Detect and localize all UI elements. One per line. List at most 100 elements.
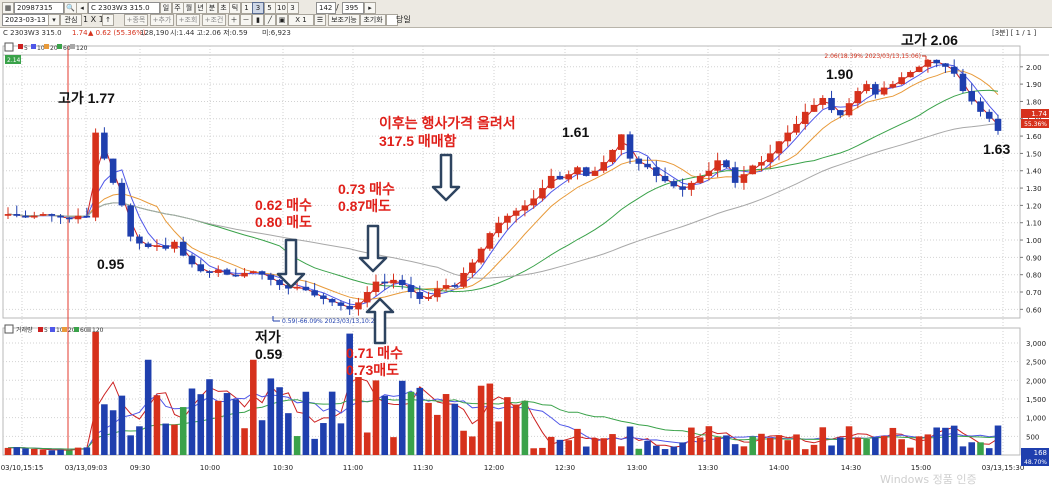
candle-body xyxy=(670,181,678,187)
info-ohlc: 시:1.44 고:2.06 저:0.59 xyxy=(170,29,248,37)
stock-chart[interactable]: 2.001.901.801.701.601.501.401.301.201.10… xyxy=(0,40,1052,485)
candle-body xyxy=(854,91,862,104)
legend-label: 10 xyxy=(37,45,45,52)
volume-bar xyxy=(775,435,783,455)
candle-body xyxy=(223,269,231,275)
candle-body xyxy=(477,248,485,263)
current-pct-badge xyxy=(1021,119,1049,128)
zoom-in-icon[interactable]: ＋ xyxy=(228,14,240,26)
period-button[interactable]: 일 xyxy=(160,2,172,14)
volume-bar xyxy=(416,387,424,455)
candle-body xyxy=(539,188,546,199)
volume-bar xyxy=(600,438,608,455)
volume-bar xyxy=(48,450,56,455)
up-icon[interactable]: ↑ xyxy=(102,14,114,26)
candle-body xyxy=(810,104,818,112)
legend-swatch xyxy=(57,44,62,49)
reset-button[interactable]: 초기화 xyxy=(360,14,386,26)
name-field[interactable]: C 2303W3 315.0 xyxy=(88,2,160,14)
time-tick-label: 11:30 xyxy=(413,464,433,472)
same-day-checkbox[interactable] xyxy=(386,14,398,26)
add-lookup-button[interactable]: +조회 xyxy=(176,14,200,26)
annotation-buy3-line1: 0.71 매수 xyxy=(346,345,403,361)
calendar-icon[interactable]: ▾ xyxy=(48,14,60,26)
period-button[interactable]: 년 xyxy=(194,2,207,14)
candle-body xyxy=(118,182,126,206)
period-button[interactable]: 주 xyxy=(171,2,184,14)
count-input[interactable]: 142 xyxy=(316,2,336,14)
add-extra-button[interactable]: +추가 xyxy=(150,14,174,26)
price-tick-label: 1.20 xyxy=(1026,202,1042,210)
zoom-out-icon[interactable]: － xyxy=(240,14,252,26)
annotation-buy2-line2: 0.87매도 xyxy=(338,198,392,214)
apply-icon[interactable]: ▸ xyxy=(364,2,376,14)
line-icon[interactable]: ╱ xyxy=(264,14,276,26)
period-button[interactable]: 분 xyxy=(206,2,218,14)
arrow-down-buy1-icon xyxy=(276,238,306,289)
volume-tick-label: 3,000 xyxy=(1026,340,1046,348)
volume-bar xyxy=(434,414,441,455)
grid-icon[interactable]: ▦ xyxy=(2,2,14,14)
code-input[interactable]: 20987315 xyxy=(14,2,64,14)
volume-bar xyxy=(530,448,537,455)
volume-bar xyxy=(258,420,266,455)
volume-bar xyxy=(188,388,196,455)
volume-bar xyxy=(469,436,476,455)
candle-body xyxy=(372,281,380,293)
volume-bar xyxy=(83,447,91,455)
candle-body xyxy=(600,162,608,171)
search-icon[interactable]: 🔍 xyxy=(64,2,77,14)
arrow-up-buy3-icon xyxy=(365,297,395,345)
candle-body xyxy=(48,214,56,216)
volume-bar xyxy=(933,427,940,455)
prev-icon[interactable]: ◂ xyxy=(76,2,88,14)
period-button[interactable]: 5 xyxy=(263,2,276,14)
volume-bar xyxy=(337,423,345,455)
price-pane-frame xyxy=(2,45,1021,319)
volume-bar xyxy=(810,444,818,455)
page-indicator: [3분] [ 1 / 1 ] xyxy=(992,29,1037,37)
candle-body xyxy=(731,167,739,183)
candle-body xyxy=(13,214,21,216)
volume-bar xyxy=(661,449,669,455)
windows-watermark: Windows 정품 인증 xyxy=(880,473,977,485)
volume-bar xyxy=(363,432,371,455)
candle-body xyxy=(188,255,196,265)
period-button[interactable]: 월 xyxy=(183,2,195,14)
add-stock-button[interactable]: +종목 xyxy=(124,14,148,26)
period-button[interactable]: 틱 xyxy=(229,2,241,14)
zoom-select[interactable]: X 1 xyxy=(288,14,314,26)
candle-body xyxy=(206,271,213,273)
candle-body xyxy=(407,285,415,293)
volume-bar xyxy=(591,438,599,455)
period-button[interactable]: 1 xyxy=(240,2,253,14)
period-button[interactable]: 초 xyxy=(217,2,230,14)
volume-bar xyxy=(968,442,976,455)
candle-body xyxy=(740,174,748,183)
candle-body xyxy=(83,215,91,218)
volume-bar xyxy=(950,425,958,455)
annotation-high-day: 고가 2.06 xyxy=(901,32,958,48)
volume-bar xyxy=(250,359,257,455)
volume-bar xyxy=(582,446,590,455)
date-field[interactable]: 2023-03-13 xyxy=(2,14,52,26)
lock-icon[interactable]: ▣ xyxy=(276,14,288,26)
list-icon[interactable]: ☰ xyxy=(314,14,326,26)
volume-bar xyxy=(766,437,774,455)
bar-icon[interactable]: ▮ xyxy=(252,14,264,26)
period-button[interactable]: 3 xyxy=(286,2,299,14)
mode-button[interactable]: 보조기능 xyxy=(328,14,360,26)
annotation-buy1-line2: 0.80 매도 xyxy=(255,214,312,230)
candle-body xyxy=(626,134,634,159)
info-change: ▲ 0.62 (55.36%) xyxy=(88,29,146,37)
add-condition-button[interactable]: +조건 xyxy=(202,14,226,26)
period-button[interactable]: 3 xyxy=(252,2,264,14)
lookup-button[interactable]: 관심 xyxy=(60,14,82,26)
volume-legend-title: 거래량 xyxy=(16,326,33,334)
volume-bar xyxy=(136,426,143,455)
volume-bar xyxy=(653,445,660,455)
candle-body xyxy=(582,167,590,176)
volume-bar xyxy=(355,377,362,455)
volume-bar xyxy=(565,440,572,455)
candle-body xyxy=(101,132,108,159)
